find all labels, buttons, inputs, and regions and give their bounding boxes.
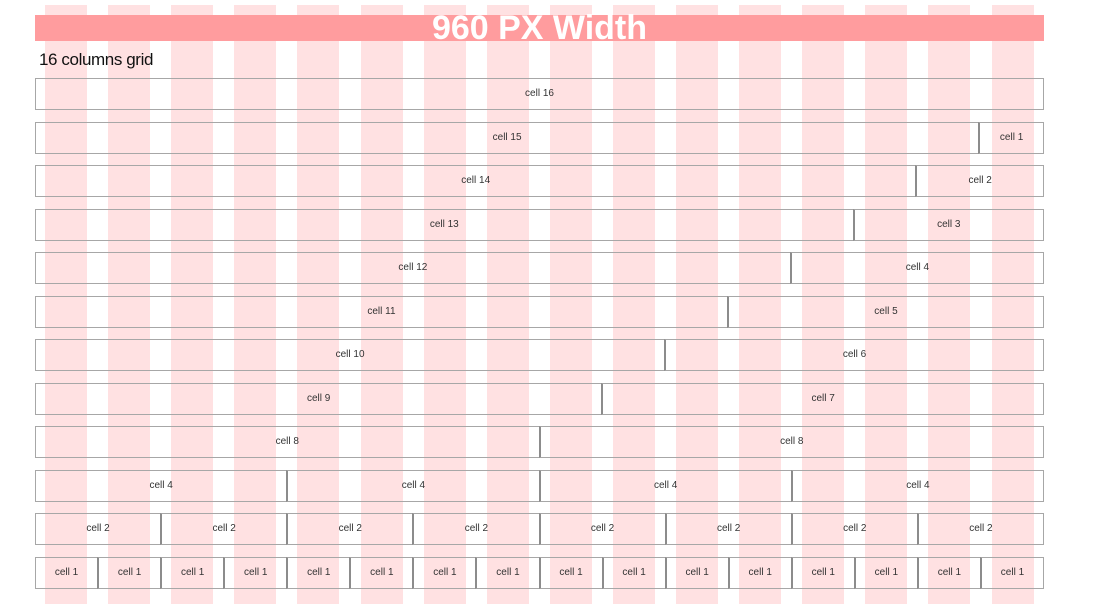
grid-cell: cell 1 (853, 556, 918, 589)
grid-cell: cell 1 (790, 556, 855, 589)
grid-cell: cell 1 (223, 556, 288, 589)
grid-cell: cell 1 (97, 556, 162, 589)
grid-cell: cell 2 (160, 513, 288, 545)
grid-row: cell 4 cell 4 cell 4 cell 4 (35, 469, 1044, 502)
grid-cell: cell 1 (601, 556, 666, 589)
grid-cell: cell 4 (790, 469, 1044, 502)
grid-cell: cell 4 (35, 469, 288, 502)
grid-cell: cell 2 (916, 513, 1044, 545)
grid-cell: cell 2 (538, 513, 666, 545)
grid-row: cell 9 cell 7 (35, 382, 1044, 415)
grid-row: cell 11 cell 5 (35, 295, 1044, 328)
grid-row: cell 10 cell 6 (35, 339, 1044, 371)
grid-cell: cell 13 (35, 208, 854, 241)
grid-cell: cell 16 (35, 78, 1044, 110)
grid-row: cell 13 cell 3 (35, 208, 1044, 241)
grid-cell: cell 1 (475, 556, 540, 589)
grid-cell: cell 14 (35, 165, 917, 197)
grid-cell: cell 4 (538, 469, 792, 502)
grid-cell: cell 1 (916, 556, 981, 589)
grid-subtitle: 16 columns grid (39, 50, 154, 69)
grid-cell: cell 1 (979, 556, 1044, 589)
grid-cell: cell 2 (412, 513, 540, 545)
grid-row: cell 15 cell 1 (35, 121, 1044, 154)
grid-cell: cell 1 (412, 556, 477, 589)
grid-cell: cell 8 (538, 426, 1044, 458)
grid-cell: cell 1 (664, 556, 729, 589)
grid-row: cell 1 cell 1 cell 1 cell 1 cell 1 cell 1 cell… (35, 556, 1044, 589)
grid-cell: cell 6 (664, 339, 1044, 371)
page-title: 960 PX Width (35, 11, 1044, 45)
grid-cell: cell 9 (35, 382, 603, 415)
grid-cell: cell 1 (35, 556, 99, 589)
grid-row: cell 14 cell 2 (35, 165, 1044, 197)
grid-cell: cell 4 (789, 252, 1044, 284)
grid-cell: cell 1 (160, 556, 225, 589)
grid-cell: cell 10 (35, 339, 666, 371)
grid-cell: cell 1 (286, 556, 351, 589)
grid-cell: cell 1 (538, 556, 603, 589)
grid-cell: cell 2 (664, 513, 792, 545)
grid-cell: cell 2 (915, 165, 1044, 197)
grid-row: cell 12 cell 4 (35, 252, 1044, 284)
grid-cell: cell 1 (349, 556, 414, 589)
grid-cell: cell 11 (35, 295, 728, 328)
grid-row: cell 8 cell 8 (35, 426, 1044, 458)
grid-row: cell 2 cell 2 cell 2 cell 2 cell 2 cell 2 cell… (35, 513, 1044, 545)
grid-cell: cell 3 (852, 208, 1044, 241)
grid-cell: cell 1 (978, 121, 1044, 154)
grid-cell: cell 8 (35, 426, 540, 458)
grid-cell: cell 15 (35, 121, 980, 154)
grid-cell: cell 1 (727, 556, 792, 589)
grid-cell: cell 4 (286, 469, 540, 502)
grid-cell: cell 7 (601, 382, 1044, 415)
grid-cell: cell 2 (286, 513, 414, 545)
grid-row: cell 16 (35, 78, 1044, 110)
grid-cell: cell 2 (790, 513, 918, 545)
grid-cell: cell 2 (35, 513, 162, 545)
grid-cell: cell 12 (35, 252, 791, 284)
grid-cell: cell 5 (726, 295, 1044, 328)
